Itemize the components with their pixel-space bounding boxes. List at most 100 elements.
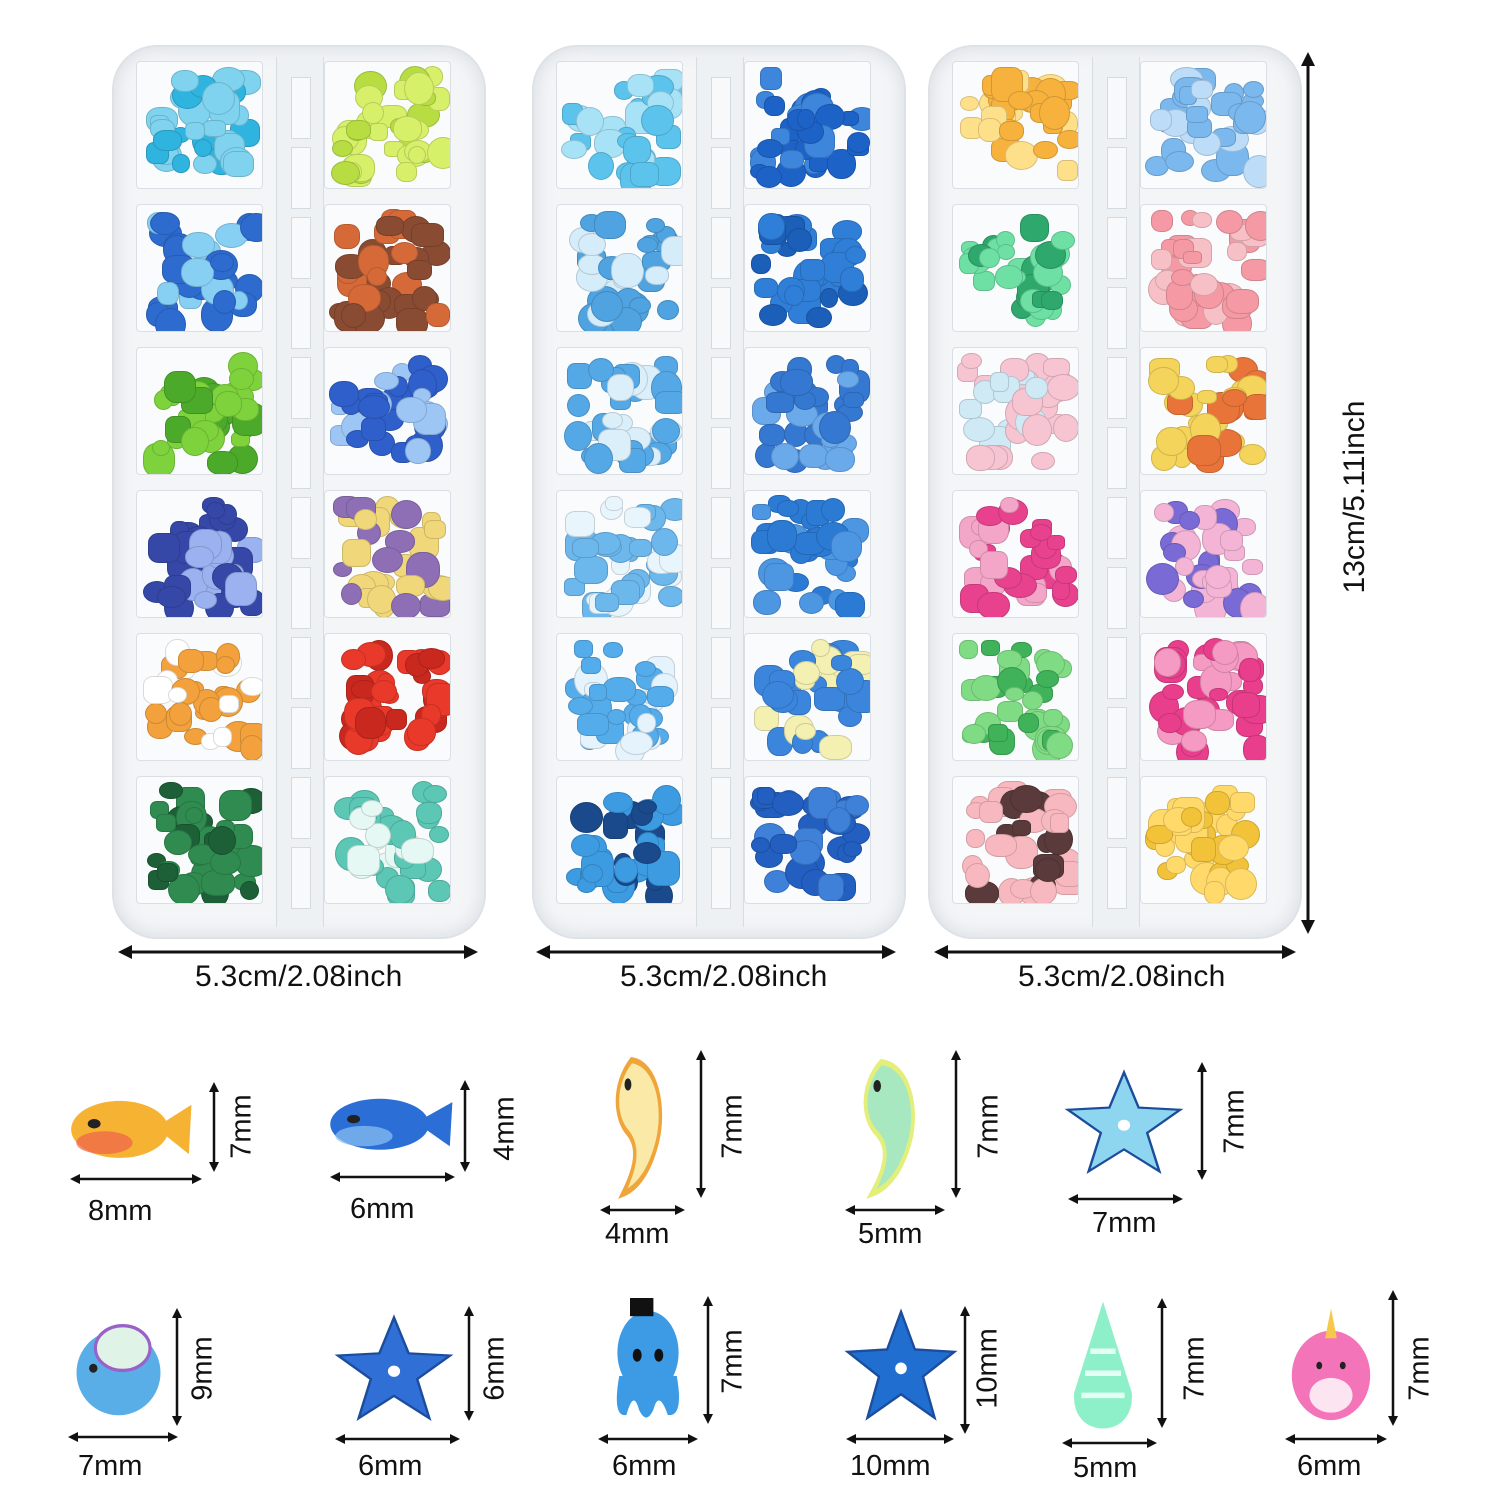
compartment	[952, 490, 1079, 618]
tray-3-width-arrow	[934, 945, 1296, 959]
fish-blue-width-arrow	[330, 1172, 455, 1182]
starfish-lightblue-figure	[1064, 1069, 1184, 1175]
starfish-lightblue-width-label: 7mm	[1092, 1207, 1157, 1239]
compartment	[136, 347, 263, 475]
tray-3	[928, 45, 1302, 939]
starfish-blue-width-label: 10mm	[850, 1450, 931, 1482]
seashell-width-arrow	[1062, 1438, 1157, 1448]
star-blue-height-label: 6mm	[478, 1336, 511, 1401]
seahorse-yellow-height-label: 7mm	[716, 1094, 749, 1159]
seashell-height-arrow	[1157, 1298, 1167, 1428]
narwhal-width-arrow	[1285, 1434, 1387, 1444]
compartment	[1140, 776, 1267, 904]
compartment	[744, 204, 871, 332]
compartment	[324, 633, 451, 761]
octopus-width-label: 6mm	[612, 1450, 677, 1482]
fish-orange-figure	[71, 1100, 192, 1158]
tray-2-width-arrow	[536, 945, 896, 959]
compartment	[324, 776, 451, 904]
compartment	[136, 776, 263, 904]
narwhal-figure	[1291, 1308, 1371, 1421]
tray-height-arrow	[1301, 52, 1315, 934]
starfish-blue-width-arrow	[846, 1434, 954, 1444]
seahorse-green-height-label: 7mm	[972, 1094, 1005, 1159]
octopus-width-arrow	[598, 1434, 698, 1444]
compartment	[1140, 347, 1267, 475]
star-blue-width-label: 6mm	[358, 1450, 423, 1482]
compartment	[952, 347, 1079, 475]
seahorse-yellow-width-arrow	[600, 1205, 685, 1215]
puffer-fish-width-label: 7mm	[78, 1450, 143, 1482]
compartment	[324, 61, 451, 189]
star-blue-height-arrow	[464, 1306, 474, 1421]
seahorse-yellow-figure	[615, 1057, 663, 1199]
tray-divider	[276, 57, 324, 927]
fish-blue-width-label: 6mm	[350, 1193, 415, 1225]
fish-orange-width-label: 8mm	[88, 1195, 153, 1227]
seahorse-green-height-arrow	[951, 1050, 961, 1198]
octopus-height-arrow	[703, 1296, 713, 1424]
compartment	[1140, 204, 1267, 332]
fish-blue-figure	[330, 1098, 453, 1150]
starfish-lightblue-height-arrow	[1197, 1062, 1207, 1180]
tray-1	[112, 45, 486, 939]
tray-2-width-label: 5.3cm/2.08inch	[620, 960, 828, 993]
seashell-width-label: 5mm	[1073, 1452, 1138, 1484]
compartment	[324, 347, 451, 475]
fish-blue-height-label: 4mm	[488, 1096, 521, 1161]
starfish-blue-height-label: 10mm	[971, 1328, 1004, 1409]
puffer-fish-height-arrow	[172, 1308, 182, 1426]
star-blue-figure	[334, 1314, 454, 1421]
compartment	[136, 633, 263, 761]
compartment	[556, 204, 683, 332]
compartment	[556, 490, 683, 618]
compartment	[136, 204, 263, 332]
octopus-figure	[616, 1298, 680, 1418]
compartment	[556, 776, 683, 904]
narwhal-width-label: 6mm	[1297, 1450, 1362, 1482]
compartment	[744, 776, 871, 904]
compartment	[324, 204, 451, 332]
tray-1-width-label: 5.3cm/2.08inch	[195, 960, 403, 993]
compartment	[136, 490, 263, 618]
tray-divider	[696, 57, 744, 927]
tray-height-label: 13cm/5.11inch	[1338, 400, 1371, 594]
compartment	[556, 633, 683, 761]
seahorse-green-figure	[863, 1058, 915, 1199]
narwhal-height-arrow	[1388, 1290, 1398, 1426]
compartment	[1140, 61, 1267, 189]
narwhal-height-label: 7mm	[1403, 1336, 1436, 1401]
seahorse-green-width-arrow	[845, 1205, 945, 1215]
compartment	[744, 490, 871, 618]
compartment	[324, 490, 451, 618]
compartment	[744, 61, 871, 189]
puffer-fish-height-label: 9mm	[186, 1336, 219, 1401]
seahorse-yellow-width-label: 4mm	[605, 1218, 670, 1250]
fish-orange-height-arrow	[209, 1082, 219, 1172]
starfish-lightblue-height-label: 7mm	[1218, 1089, 1251, 1154]
compartment	[556, 61, 683, 189]
seashell-figure	[1074, 1301, 1132, 1429]
starfish-blue-figure	[844, 1308, 958, 1421]
compartment	[556, 347, 683, 475]
tray-1-width-arrow	[118, 945, 478, 959]
fish-blue-height-arrow	[460, 1080, 470, 1172]
compartment	[1140, 633, 1267, 761]
puffer-fish-figure	[76, 1324, 161, 1416]
starfish-blue-height-arrow	[960, 1306, 970, 1434]
compartment	[952, 776, 1079, 904]
starfish-lightblue-width-arrow	[1068, 1194, 1183, 1204]
compartment	[136, 61, 263, 189]
compartment	[952, 204, 1079, 332]
compartment	[952, 633, 1079, 761]
compartment	[1140, 490, 1267, 618]
tray-divider	[1092, 57, 1140, 927]
compartment	[744, 633, 871, 761]
compartment	[952, 61, 1079, 189]
tray-3-width-label: 5.3cm/2.08inch	[1018, 960, 1226, 993]
octopus-height-label: 7mm	[716, 1329, 749, 1394]
seahorse-green-width-label: 5mm	[858, 1218, 923, 1250]
puffer-fish-width-arrow	[68, 1432, 178, 1442]
fish-orange-height-label: 7mm	[225, 1094, 258, 1159]
seahorse-yellow-height-arrow	[696, 1050, 706, 1198]
